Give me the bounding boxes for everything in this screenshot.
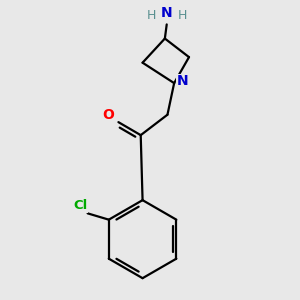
Text: H: H [178, 9, 187, 22]
Text: N: N [176, 74, 188, 88]
Text: Cl: Cl [73, 200, 87, 212]
Text: N: N [161, 6, 172, 20]
Text: H: H [146, 9, 156, 22]
Text: O: O [102, 108, 114, 122]
